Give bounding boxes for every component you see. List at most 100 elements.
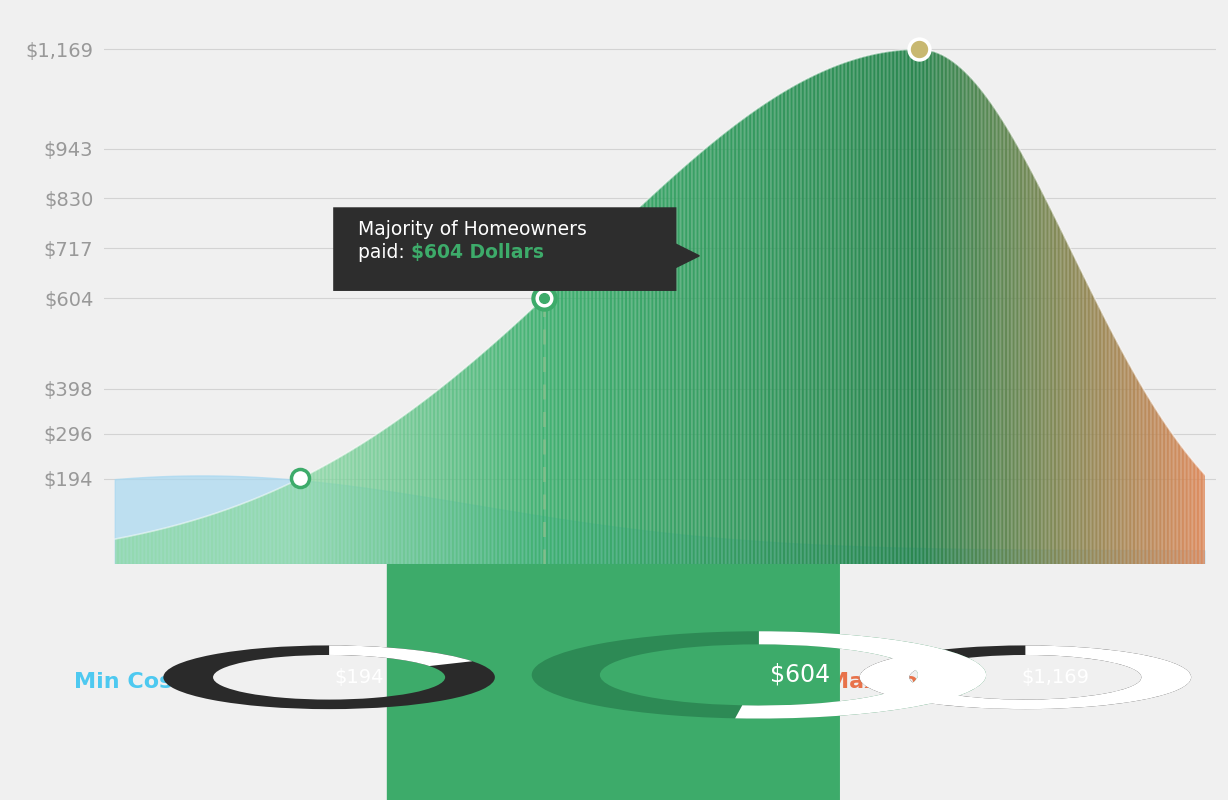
Polygon shape (274, 490, 275, 564)
Polygon shape (241, 504, 242, 564)
Polygon shape (705, 148, 706, 564)
Polygon shape (963, 70, 964, 564)
Polygon shape (115, 476, 1205, 564)
Polygon shape (970, 78, 971, 564)
Polygon shape (583, 258, 586, 564)
Polygon shape (1001, 117, 1002, 564)
Polygon shape (1025, 159, 1027, 564)
Polygon shape (187, 522, 188, 564)
Polygon shape (507, 330, 508, 564)
Polygon shape (329, 462, 330, 564)
Polygon shape (813, 75, 814, 564)
Polygon shape (459, 371, 462, 564)
Polygon shape (221, 511, 222, 564)
Polygon shape (1140, 382, 1141, 564)
Polygon shape (729, 128, 731, 564)
Polygon shape (313, 471, 314, 564)
Polygon shape (856, 58, 857, 564)
Polygon shape (893, 50, 894, 564)
Polygon shape (287, 484, 289, 564)
Polygon shape (118, 538, 119, 564)
Polygon shape (488, 348, 489, 564)
Polygon shape (361, 444, 362, 564)
Polygon shape (506, 331, 507, 564)
Polygon shape (500, 338, 501, 564)
Polygon shape (155, 530, 156, 564)
Polygon shape (505, 333, 506, 564)
Polygon shape (309, 473, 312, 564)
Polygon shape (645, 201, 646, 564)
Polygon shape (1082, 273, 1083, 564)
Polygon shape (354, 448, 355, 564)
Polygon shape (513, 325, 515, 564)
Polygon shape (712, 142, 713, 564)
Polygon shape (952, 61, 953, 564)
Polygon shape (1162, 418, 1163, 564)
Polygon shape (874, 54, 876, 564)
Polygon shape (561, 281, 562, 564)
Polygon shape (1153, 405, 1154, 564)
Polygon shape (631, 214, 632, 564)
Polygon shape (362, 443, 363, 564)
Polygon shape (365, 442, 366, 564)
Polygon shape (589, 254, 591, 564)
Polygon shape (201, 518, 203, 564)
Polygon shape (792, 86, 793, 564)
Polygon shape (139, 534, 140, 564)
Polygon shape (609, 234, 612, 564)
Polygon shape (400, 418, 402, 564)
Polygon shape (463, 369, 464, 564)
Polygon shape (682, 167, 683, 564)
Polygon shape (392, 423, 393, 564)
Polygon shape (1190, 457, 1191, 564)
Polygon shape (877, 54, 878, 564)
Polygon shape (780, 93, 781, 564)
Polygon shape (478, 356, 479, 564)
Polygon shape (954, 62, 955, 564)
Polygon shape (728, 129, 729, 564)
Polygon shape (846, 62, 849, 564)
Polygon shape (456, 374, 457, 564)
Polygon shape (1148, 396, 1149, 564)
Polygon shape (1007, 128, 1008, 564)
Polygon shape (911, 50, 912, 564)
Polygon shape (1104, 317, 1105, 564)
Polygon shape (225, 510, 226, 564)
Polygon shape (688, 162, 689, 564)
Polygon shape (158, 530, 160, 564)
Polygon shape (974, 80, 975, 564)
Polygon shape (916, 49, 917, 564)
Polygon shape (1088, 284, 1089, 564)
Polygon shape (605, 238, 607, 564)
Polygon shape (844, 62, 845, 564)
Polygon shape (357, 446, 359, 564)
Polygon shape (744, 117, 745, 564)
Polygon shape (690, 160, 691, 564)
Polygon shape (668, 179, 669, 564)
Polygon shape (489, 347, 490, 564)
Polygon shape (1068, 245, 1070, 564)
Polygon shape (808, 78, 809, 564)
Polygon shape (136, 534, 138, 564)
Polygon shape (876, 54, 877, 564)
Polygon shape (297, 479, 300, 564)
Polygon shape (157, 530, 158, 564)
Text: Avg Cost: Avg Cost (497, 670, 620, 694)
Polygon shape (798, 83, 799, 564)
Polygon shape (220, 511, 221, 564)
Polygon shape (593, 250, 594, 564)
Polygon shape (1202, 472, 1203, 564)
Polygon shape (1199, 467, 1200, 564)
Polygon shape (850, 61, 851, 564)
Polygon shape (324, 466, 325, 564)
Polygon shape (766, 102, 768, 564)
Polygon shape (1165, 424, 1167, 564)
Polygon shape (286, 485, 287, 564)
Polygon shape (228, 509, 230, 564)
Polygon shape (894, 50, 895, 564)
Polygon shape (307, 474, 308, 564)
Polygon shape (334, 459, 336, 564)
Polygon shape (883, 52, 884, 564)
Polygon shape (1157, 411, 1158, 564)
Polygon shape (662, 186, 663, 564)
